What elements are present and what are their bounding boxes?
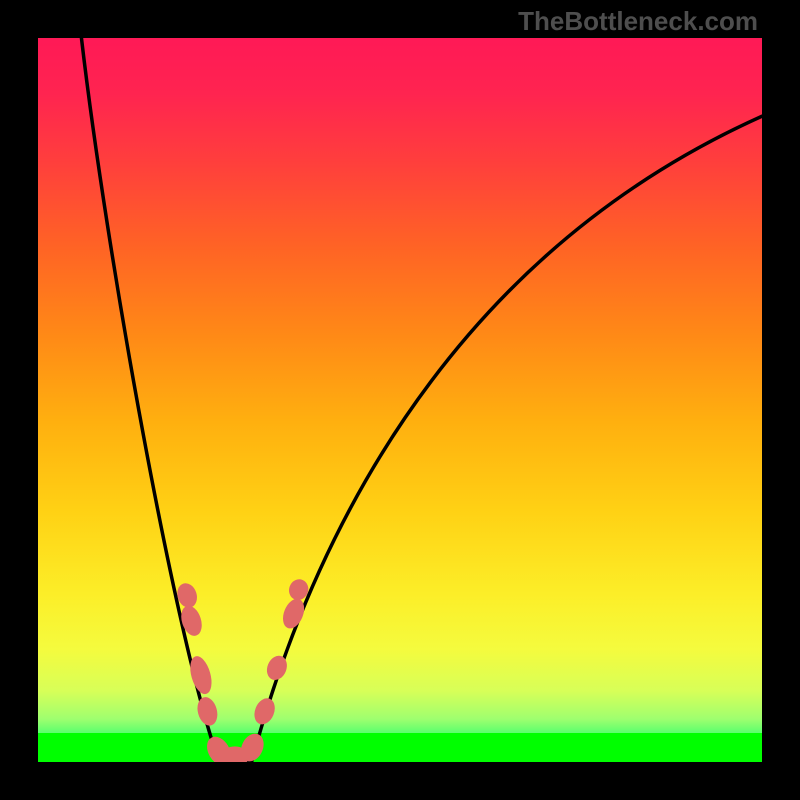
- chart-frame: TheBottleneck.com: [0, 0, 800, 800]
- watermark-text: TheBottleneck.com: [518, 6, 758, 37]
- data-marker: [251, 696, 277, 727]
- plot-area: [38, 38, 762, 762]
- data-marker: [280, 596, 308, 631]
- curve-layer: [38, 38, 762, 762]
- v-curve: [81, 38, 762, 762]
